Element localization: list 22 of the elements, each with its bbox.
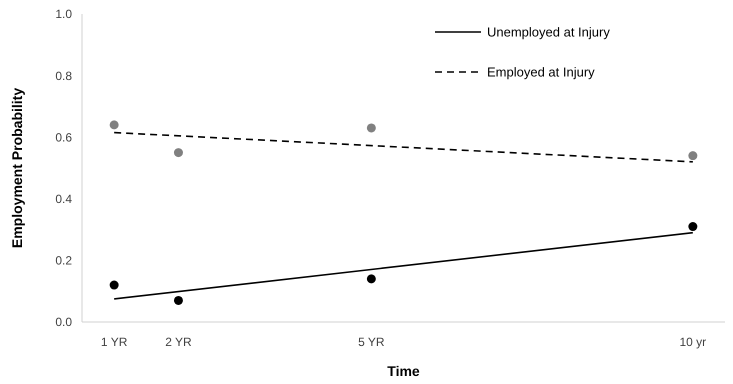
x-tick-label: 1 YR: [100, 335, 128, 349]
point: [688, 151, 698, 160]
y-tick-label: 0.8: [55, 68, 72, 83]
y-tick-label: 0.0: [55, 315, 72, 330]
y-axis-title: Employment Probability: [9, 88, 25, 248]
point: [366, 123, 376, 132]
point: [688, 222, 698, 232]
x-tick-label: 5 YR: [358, 335, 385, 349]
y-tick-label: 0.2: [55, 254, 72, 268]
x-axis-title: Time: [387, 363, 420, 379]
y-tick-label: 0.4: [55, 192, 72, 206]
point: [174, 296, 183, 305]
y-tick-label: 0.6: [55, 130, 72, 144]
point: [110, 280, 119, 290]
x-tick-label: 2 YR: [165, 335, 192, 349]
point: [366, 274, 376, 284]
y-tick-label: 1.0: [55, 7, 72, 22]
legend-label: Unemployed at Injury: [487, 24, 610, 40]
legend-label: Employed at Injury: [487, 64, 596, 80]
point: [174, 148, 183, 158]
x-tick-label: 10 yr: [680, 335, 706, 349]
point: [110, 120, 119, 130]
